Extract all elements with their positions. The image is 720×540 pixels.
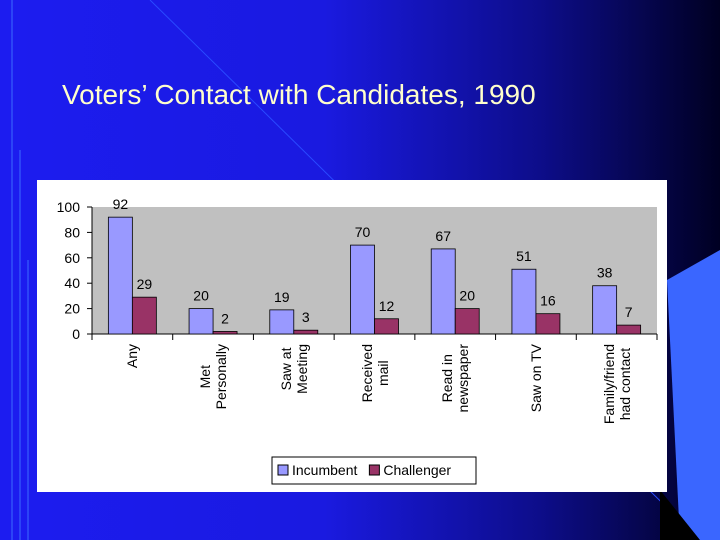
bar <box>616 324 642 335</box>
legend-swatch <box>368 464 380 476</box>
data-label: 7 <box>625 304 633 320</box>
bar <box>592 285 618 335</box>
bar <box>269 309 295 335</box>
bar <box>374 318 399 335</box>
x-tick-label: Any <box>124 344 141 369</box>
data-label: 70 <box>355 224 371 240</box>
y-tick-label: 20 <box>64 301 80 317</box>
x-tick-label: Family/friend had contact <box>600 344 633 425</box>
data-label: 29 <box>137 276 153 292</box>
bar <box>131 296 157 335</box>
y-tick-label: 40 <box>64 275 80 291</box>
bar <box>454 308 480 335</box>
bar <box>430 248 456 335</box>
bar <box>511 268 537 335</box>
bar <box>107 216 133 335</box>
chart-title: Voters’ Contact with Candidates, 1990 <box>62 79 536 110</box>
data-label: 67 <box>435 228 451 244</box>
data-label: 51 <box>516 248 532 264</box>
data-label: 92 <box>113 196 129 212</box>
x-tick-label: Read in newspaper <box>439 344 472 413</box>
bar <box>293 329 319 335</box>
decoration-shape <box>660 490 700 540</box>
y-tick-label: 80 <box>64 224 80 240</box>
data-label: 2 <box>221 310 229 326</box>
x-tick-label: Saw on TV <box>527 344 544 413</box>
bar <box>350 244 375 335</box>
y-tick-label: 100 <box>57 199 81 215</box>
data-label: 38 <box>597 265 613 281</box>
y-tick-label: 0 <box>72 326 80 342</box>
decoration-shape <box>667 250 720 540</box>
x-tick-label: Received mail <box>358 344 391 403</box>
data-label: 3 <box>302 309 310 325</box>
legend-label: Incumbent <box>292 462 357 478</box>
x-tick-label: Met Personally <box>197 344 230 410</box>
legend-label: Challenger <box>383 462 451 478</box>
data-label: 16 <box>540 293 556 309</box>
data-label: 20 <box>193 288 209 304</box>
data-label: 19 <box>274 289 290 305</box>
bar <box>188 308 214 335</box>
x-tick-label: Saw at Meeting <box>277 344 310 394</box>
data-label: 12 <box>379 298 395 314</box>
bar <box>535 313 561 335</box>
bar <box>212 331 238 335</box>
legend-swatch <box>277 464 289 476</box>
y-tick-label: 60 <box>64 250 80 266</box>
data-label: 20 <box>459 288 475 304</box>
